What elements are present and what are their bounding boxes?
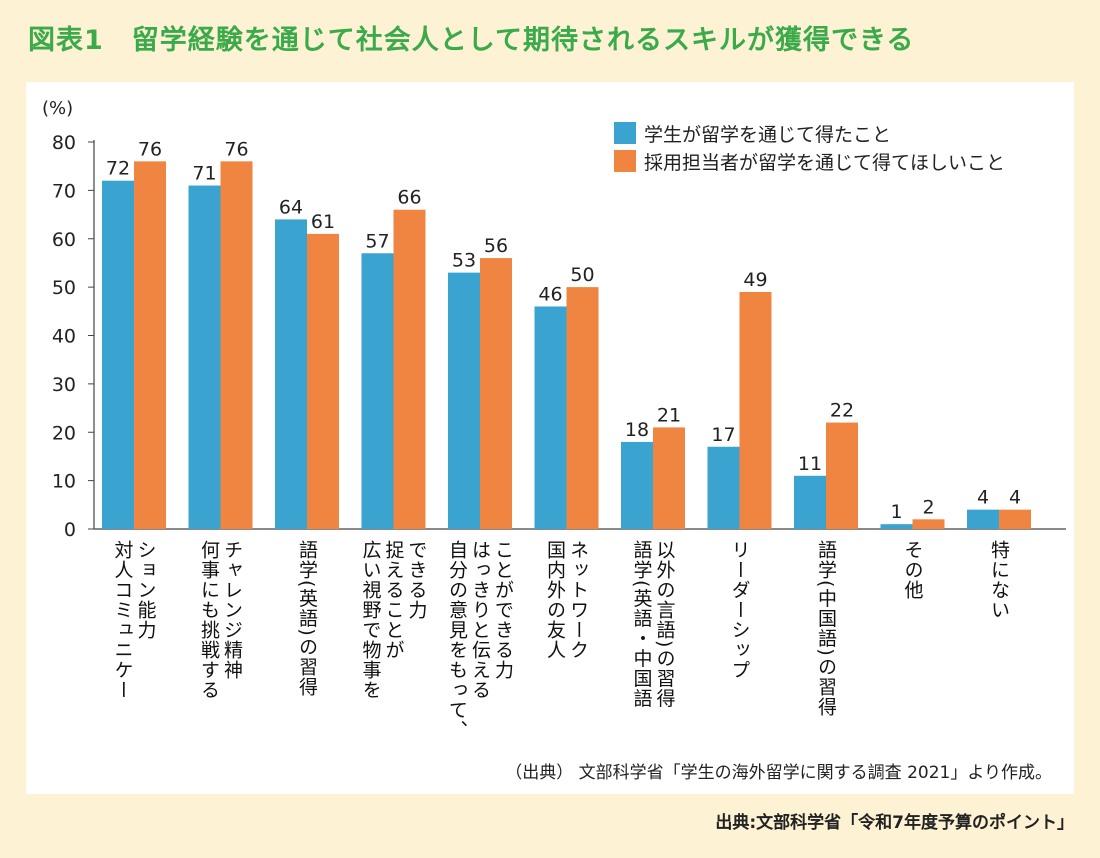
data-label-student-6: 18 [625, 419, 649, 441]
bar-chart: (%) 0 10 20 30 40 50 60 70 80 72 76 71 76 64 61 57 66 53 56… [42, 98, 1066, 541]
data-label-student-10: 4 [977, 487, 989, 509]
bar-recruiter-3 [393, 209, 426, 529]
bar-student-4 [448, 272, 480, 529]
x-tick-label-line: 何事にも挑戦する [198, 540, 220, 700]
x-tick-label-line: 国内外の友人 [544, 540, 566, 660]
data-label-recruiter-7: 49 [743, 269, 767, 291]
bar-student-3 [361, 253, 394, 529]
x-tick-label-line: できる力 [405, 540, 428, 620]
source-note: （出典） 文部科学省「学生の海外留学に関する調査 2021」より作成。 [505, 763, 1052, 783]
bar-recruiter-6 [653, 427, 685, 529]
y-tick-label: 80 [52, 132, 76, 154]
bar-recruiter-10 [999, 509, 1031, 529]
data-label-recruiter-1: 76 [224, 138, 248, 160]
y-axis-unit: (%) [42, 98, 73, 119]
data-label-student-7: 17 [711, 424, 735, 446]
x-tick-label-8: 語学(中国語)の習得 [796, 540, 856, 717]
bar-student-0 [102, 180, 134, 529]
x-tick-label-line: リーダーシップ [728, 540, 751, 680]
bar-recruiter-4 [480, 258, 512, 529]
bar-recruiter-1 [220, 161, 253, 529]
data-label-recruiter-9: 2 [922, 496, 934, 518]
bar-recruiter-5 [566, 287, 599, 529]
data-label-student-3: 57 [365, 230, 389, 252]
x-tick-label-line: 以外の言語)の習得 [653, 540, 676, 709]
data-label-recruiter-2: 61 [311, 211, 335, 233]
x-tick-label-7: リーダーシップ [710, 540, 770, 680]
legend-swatch-recruiters [614, 150, 636, 172]
data-label-recruiter-8: 22 [830, 400, 854, 422]
x-tick-label-6: 語学(英語・中国語 以外の言語)の習得 [623, 540, 683, 708]
x-tick-label-line: ション能力 [134, 540, 157, 640]
figure-title: 図表1 留学経験を通じて社会人として期待されるスキルが獲得できる [28, 25, 915, 56]
x-tick-label-9: その他 [883, 540, 943, 600]
data-label-recruiter-4: 56 [484, 235, 508, 257]
bar-student-2 [275, 219, 307, 529]
x-tick-label-line: 語学(英語)の習得 [296, 540, 318, 697]
bar-student-9 [880, 524, 913, 529]
data-label-student-9: 1 [890, 501, 902, 523]
x-tick-label-4: 自分の意見をもって、 はっきりと伝える ことができる力 [446, 540, 514, 740]
y-tick-label: 0 [64, 519, 76, 541]
x-tick-label-line: その他 [901, 540, 924, 600]
data-label-student-2: 64 [279, 196, 303, 218]
x-tick-label-3: 広い視野で物事を 捉えることが できる力 [360, 540, 428, 700]
bar-student-1 [188, 185, 221, 529]
legend-item-recruiters: 採用担当者が留学を通じて得てほしいこと [614, 148, 1005, 174]
x-tick-label-line: チャレンジ精神 [221, 540, 243, 680]
legend-label-students: 学生が留学を通じて得たこと [644, 123, 892, 146]
y-tick-label: 50 [52, 277, 76, 299]
x-tick-label-1: 何事にも挑戦する チャレンジ精神 [191, 540, 251, 700]
x-tick-label-line: 語学(英語・中国語 [630, 540, 653, 709]
bar-recruiter-7 [739, 291, 772, 529]
data-label-student-1: 71 [192, 163, 216, 185]
bar-student-5 [534, 306, 567, 529]
data-label-student-4: 53 [452, 250, 476, 272]
legend-label-recruiters: 採用担当者が留学を通じて得てほしいこと [644, 151, 1006, 174]
x-tick-label-line: ことができる力 [492, 540, 514, 680]
y-tick-label: 30 [52, 374, 76, 396]
legend-swatch-students [614, 122, 636, 144]
legend-item-students: 学生が留学を通じて得たこと [614, 120, 1005, 146]
x-tick-label-5: 国内外の友人 ネットワーク [537, 540, 597, 660]
data-label-recruiter-6: 21 [657, 404, 681, 426]
bar-student-7 [707, 446, 740, 529]
data-label-recruiter-5: 50 [570, 264, 594, 286]
data-label-recruiter-10: 4 [1009, 487, 1021, 509]
x-tick-label-10: 特にない [969, 540, 1029, 620]
x-tick-label-line: 広い視野で物事を [359, 540, 382, 700]
data-label-recruiter-0: 76 [138, 138, 162, 160]
x-tick-label-line: はっきりと伝える [469, 540, 491, 700]
bar-recruiter-8 [826, 422, 858, 529]
bar-recruiter-9 [912, 519, 945, 529]
y-tick-label: 10 [52, 471, 76, 493]
data-label-recruiter-3: 66 [397, 187, 421, 209]
x-tick-label-line: 捉えることが [382, 540, 405, 660]
x-tick-label-line: 特にない [988, 540, 1010, 620]
y-tick-label: 40 [52, 326, 76, 348]
x-tick-label-0: 対人コミュニケー ション能力 [104, 540, 164, 700]
bar-student-6 [621, 441, 653, 529]
x-tick-label-2: 語学(英語)の習得 [277, 540, 337, 697]
chart-panel: (%) 0 10 20 30 40 50 60 70 80 72 76 71 76 64 61 57 66 53 56… [26, 82, 1074, 794]
y-tick-label: 20 [52, 422, 76, 444]
y-tick-label: 60 [52, 229, 76, 251]
bar-recruiter-2 [307, 233, 339, 529]
bar-student-8 [794, 475, 826, 529]
x-tick-label-line: 語学(中国語)の習得 [815, 540, 837, 717]
y-tick-label: 70 [52, 180, 76, 202]
bar-student-10 [967, 509, 999, 529]
x-tick-label-line: ネットワーク [567, 540, 589, 660]
footer-credit: 出典:文部科学省「令和7年度予算のポイント」 [715, 813, 1074, 833]
data-label-student-8: 11 [798, 453, 822, 475]
bar-recruiter-0 [134, 161, 166, 529]
x-tick-label-line: 対人コミュニケー [111, 540, 134, 700]
data-label-student-5: 46 [538, 283, 562, 305]
x-tick-label-line: 自分の意見をもって、 [446, 540, 468, 740]
data-label-student-0: 72 [106, 158, 130, 180]
chart-legend: 学生が留学を通じて得たこと 採用担当者が留学を通じて得てほしいこと [614, 120, 1005, 176]
